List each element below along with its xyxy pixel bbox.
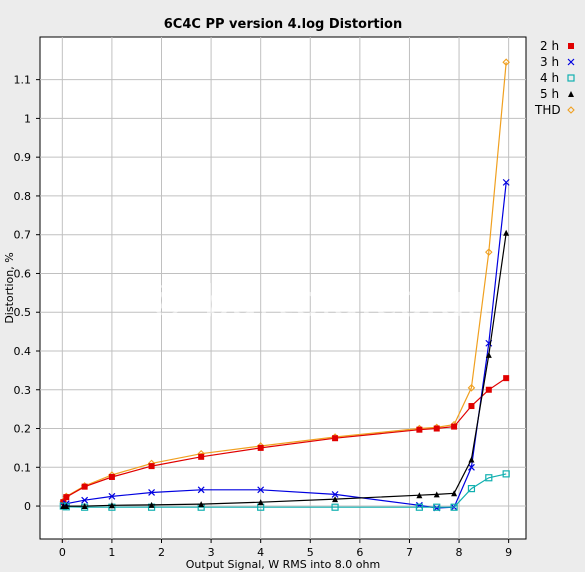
watermark-text: © bartola.co.uk: [145, 276, 492, 327]
series-line-thd: [62, 62, 507, 502]
data-point-4h: [331, 503, 339, 511]
data-point-5h: [433, 491, 440, 498]
x-tick-label: 7: [406, 546, 413, 559]
data-point-4h: [415, 503, 423, 511]
y-tick-label: 0.7: [14, 229, 32, 242]
grid-lines: [40, 37, 526, 539]
legend-label-4h: 4 h: [540, 71, 559, 85]
series-5h: [60, 229, 510, 510]
x-tick-label: 5: [307, 546, 314, 559]
watermark: © bartola.co.uk: [145, 276, 492, 327]
data-point-3h: [331, 490, 339, 498]
plot-area: [39, 36, 527, 540]
data-point-3h: [468, 463, 475, 471]
legend-marker-thd: [567, 106, 575, 114]
data-point-2h: [503, 375, 510, 382]
data-point-5h: [108, 502, 115, 509]
x-tick-label: 1: [108, 546, 115, 559]
x-tick-label: 3: [208, 546, 215, 559]
data-point-2h: [332, 435, 339, 442]
data-point-2h: [416, 426, 423, 433]
data-point-3h: [81, 496, 89, 504]
series-line-3h: [63, 182, 507, 509]
data-point-5h: [257, 499, 264, 506]
y-axis-label: Distortion, %: [3, 252, 16, 323]
data-point-2h: [81, 483, 88, 490]
legend-label-5h: 5 h: [540, 87, 559, 101]
data-point-3h: [108, 492, 116, 500]
data-point-2h: [485, 386, 492, 393]
legend: 2 h 3 h 4 h 5 h THD: [534, 39, 575, 117]
series-line-5h: [63, 232, 507, 507]
y-tick-label: 0.8: [14, 190, 32, 203]
legend-marker-3h: [567, 58, 575, 66]
data-point-2h: [60, 499, 67, 506]
data-point-2h: [63, 494, 70, 501]
x-axis-label: Output Signal, W RMS into 8.0 ohm: [186, 558, 380, 571]
data-point-5h: [198, 501, 205, 508]
legend-label-2h: 2 h: [540, 39, 559, 53]
data-point-3h: [197, 486, 205, 494]
y-tick-label: 0.3: [14, 384, 32, 397]
data-point-3h: [148, 489, 156, 496]
data-point-2h: [198, 453, 205, 460]
data-point-3h: [502, 178, 510, 186]
x-tick-label: 6: [356, 546, 363, 559]
x-tick-label: 4: [257, 546, 264, 559]
y-tick-label: 0.5: [14, 306, 32, 319]
data-point-3h: [257, 486, 265, 494]
x-tick-label: 8: [456, 546, 463, 559]
legend-marker-4h: [567, 74, 575, 82]
data-point-thd: [485, 248, 493, 256]
data-point-4h: [450, 503, 458, 511]
y-tick-label: 0.6: [14, 267, 32, 280]
data-point-5h: [416, 492, 423, 499]
data-point-5h: [503, 229, 510, 236]
data-point-5h: [148, 501, 155, 508]
data-point-thd: [502, 58, 510, 66]
data-point-2h: [257, 444, 264, 451]
data-point-4h: [433, 503, 441, 511]
x-axis-ticks: 0 1 2 3 4 5 6 7 8 9: [59, 539, 512, 559]
y-axis-ticks: 0 0.1 0.2 0.3 0.4 0.5 0.6 0.7 0.8 0.9 1 1.1: [14, 74, 40, 513]
series-layer: [59, 58, 510, 512]
data-point-2h: [148, 463, 155, 470]
chart-title: 6C4C PP version 4.log Distortion: [164, 17, 403, 32]
data-point-5h: [63, 503, 70, 510]
data-point-5h: [485, 351, 492, 358]
legend-label-3h: 3 h: [540, 55, 559, 69]
data-point-5h: [451, 490, 458, 497]
data-point-5h: [81, 503, 88, 510]
y-tick-label: 0.1: [14, 461, 32, 474]
legend-marker-5h: [568, 91, 574, 97]
y-tick-label: 0: [24, 500, 31, 513]
data-point-4h: [467, 485, 476, 493]
data-point-2h: [451, 423, 458, 430]
y-tick-label: 1: [24, 112, 31, 125]
data-point-2h: [433, 425, 440, 432]
legend-marker-2h: [568, 43, 574, 49]
y-tick-label: 0.2: [14, 423, 32, 436]
x-tick-label: 2: [158, 546, 165, 559]
data-point-4h: [485, 474, 493, 482]
y-tick-label: 1.1: [14, 74, 32, 87]
data-point-5h: [332, 496, 339, 503]
legend-label-thd: THD: [534, 103, 561, 117]
data-point-thd: [467, 384, 476, 392]
x-tick-label: 9: [505, 546, 512, 559]
series-line-2h: [62, 377, 507, 503]
y-tick-label: 0.4: [14, 345, 32, 358]
y-tick-label: 0.9: [14, 151, 32, 164]
data-point-2h: [108, 473, 115, 480]
series-2h: [60, 375, 510, 506]
x-tick-label: 0: [59, 546, 66, 559]
data-point-4h: [502, 470, 510, 478]
data-point-5h: [468, 456, 475, 463]
data-point-2h: [468, 403, 475, 410]
series-4h: [59, 470, 510, 511]
